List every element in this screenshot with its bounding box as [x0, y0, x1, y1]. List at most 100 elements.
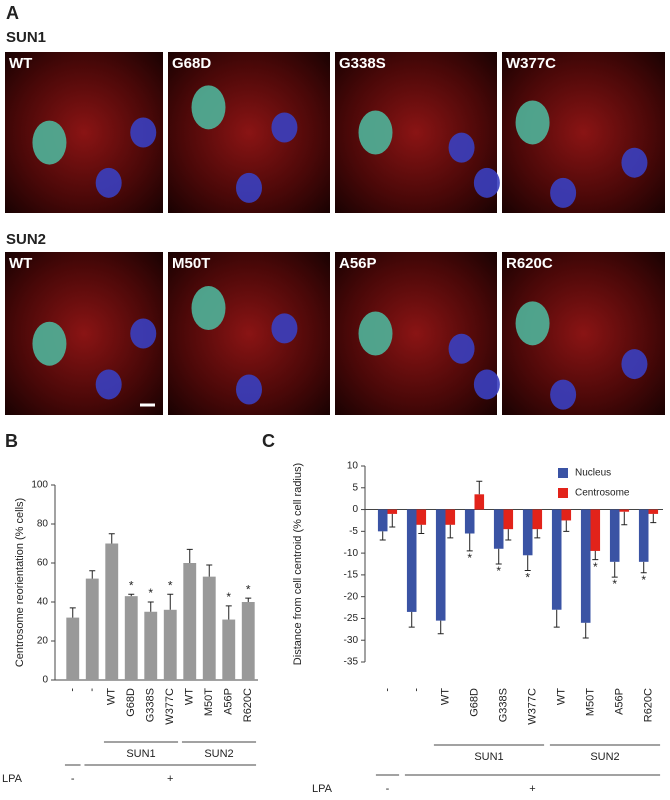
- x-tick-label: -: [381, 688, 393, 692]
- x-tick-label: -: [67, 688, 79, 692]
- error-bar: [505, 529, 512, 541]
- bar: [105, 543, 119, 680]
- bar: [222, 619, 236, 680]
- bar: [503, 509, 514, 530]
- significance-mark: *: [246, 582, 251, 596]
- nucleus: [271, 313, 298, 344]
- x-tick-label: R620C: [642, 688, 654, 722]
- image-label: WT: [9, 55, 32, 72]
- panel-label: C: [262, 431, 275, 451]
- bar: [85, 578, 99, 680]
- y-tick-label: 100: [31, 480, 48, 491]
- transfected-nucleus: [32, 120, 67, 165]
- bar: [609, 509, 620, 562]
- nucleus: [95, 167, 122, 198]
- legend-label: Centrosome: [575, 488, 630, 499]
- error-bar: [495, 548, 502, 565]
- error-bar: [534, 529, 541, 539]
- bar: [66, 617, 80, 680]
- nucleus: [621, 147, 648, 178]
- x-tick-label: A56P: [223, 688, 235, 715]
- x-tick-label: G68D: [125, 688, 137, 717]
- error-bar: [592, 550, 599, 561]
- bar: [144, 611, 158, 680]
- treatment-level: -: [71, 773, 75, 785]
- bar: [202, 576, 216, 680]
- x-tick-label: A56P: [613, 688, 625, 715]
- y-tick-label: 0: [352, 504, 358, 515]
- error-bar: [640, 561, 647, 574]
- image-label: A56P: [339, 255, 377, 272]
- y-tick-label: -5: [349, 526, 358, 537]
- nucleus: [550, 177, 577, 208]
- y-tick-label: 20: [37, 636, 49, 647]
- error-bar: [167, 593, 174, 610]
- error-bar: [389, 513, 396, 528]
- x-tick-label: G338S: [497, 688, 509, 722]
- y-tick-label: 80: [37, 519, 49, 530]
- x-tick-label: -: [86, 688, 98, 692]
- bar: [590, 509, 601, 551]
- bar: [551, 509, 562, 610]
- image-label: M50T: [172, 255, 210, 272]
- bar: [493, 509, 504, 549]
- bar: [183, 563, 197, 680]
- x-tick-label: M50T: [203, 688, 215, 716]
- bar: [522, 509, 533, 556]
- nucleus: [130, 117, 157, 148]
- y-tick-label: -35: [344, 657, 359, 668]
- treatment-level: +: [529, 783, 535, 795]
- y-tick-label: -10: [344, 548, 359, 559]
- group-label: SUN2: [590, 751, 619, 763]
- y-tick-label: 40: [37, 597, 49, 608]
- x-tick-label: W377C: [164, 688, 176, 725]
- x-tick-label: W377C: [526, 688, 538, 725]
- bar: [241, 602, 255, 680]
- significance-mark: *: [168, 578, 173, 592]
- x-tick-label: R620C: [242, 688, 254, 722]
- bar: [124, 596, 138, 680]
- nucleus: [271, 112, 298, 143]
- transfected-nucleus: [515, 301, 550, 346]
- bar: [638, 509, 649, 562]
- nucleus: [550, 379, 577, 410]
- bar: [377, 509, 388, 532]
- treatment-level: +: [167, 773, 173, 785]
- error-bar: [69, 607, 76, 618]
- error-bar: [476, 480, 483, 495]
- significance-mark: *: [129, 578, 134, 592]
- nucleus: [95, 369, 122, 400]
- group-label: SUN1: [474, 751, 503, 763]
- bar: [532, 509, 543, 530]
- error-bar: [650, 513, 657, 524]
- image-label: G338S: [339, 55, 386, 72]
- y-tick-label: 5: [352, 482, 358, 493]
- significance-mark: *: [467, 551, 472, 565]
- error-bar: [611, 561, 618, 578]
- y-tick-label: -25: [344, 613, 359, 624]
- error-bar: [128, 593, 135, 597]
- y-tick-label: -15: [344, 570, 359, 581]
- error-bar: [408, 611, 415, 628]
- image-label: WT: [9, 255, 32, 272]
- y-axis-label: Distance from cell centroid (% cell radi…: [292, 463, 304, 665]
- y-tick-label: -20: [344, 591, 359, 602]
- x-tick-label: G338S: [145, 688, 157, 722]
- error-bar: [245, 597, 252, 602]
- y-axis-label: Centrosome reorientation (% cells): [14, 498, 26, 667]
- bar: [387, 509, 398, 514]
- bar: [445, 509, 456, 525]
- error-bar: [379, 531, 386, 541]
- error-bar: [466, 533, 473, 552]
- error-bar: [89, 570, 96, 579]
- error-bar: [206, 564, 213, 577]
- bar: [416, 509, 427, 525]
- significance-mark: *: [148, 586, 153, 600]
- panel-label: B: [5, 431, 18, 451]
- y-tick-label: -30: [344, 635, 359, 646]
- row-title: SUN2: [6, 231, 46, 248]
- bar: [619, 509, 630, 512]
- bar: [163, 609, 177, 680]
- error-bar: [225, 605, 232, 620]
